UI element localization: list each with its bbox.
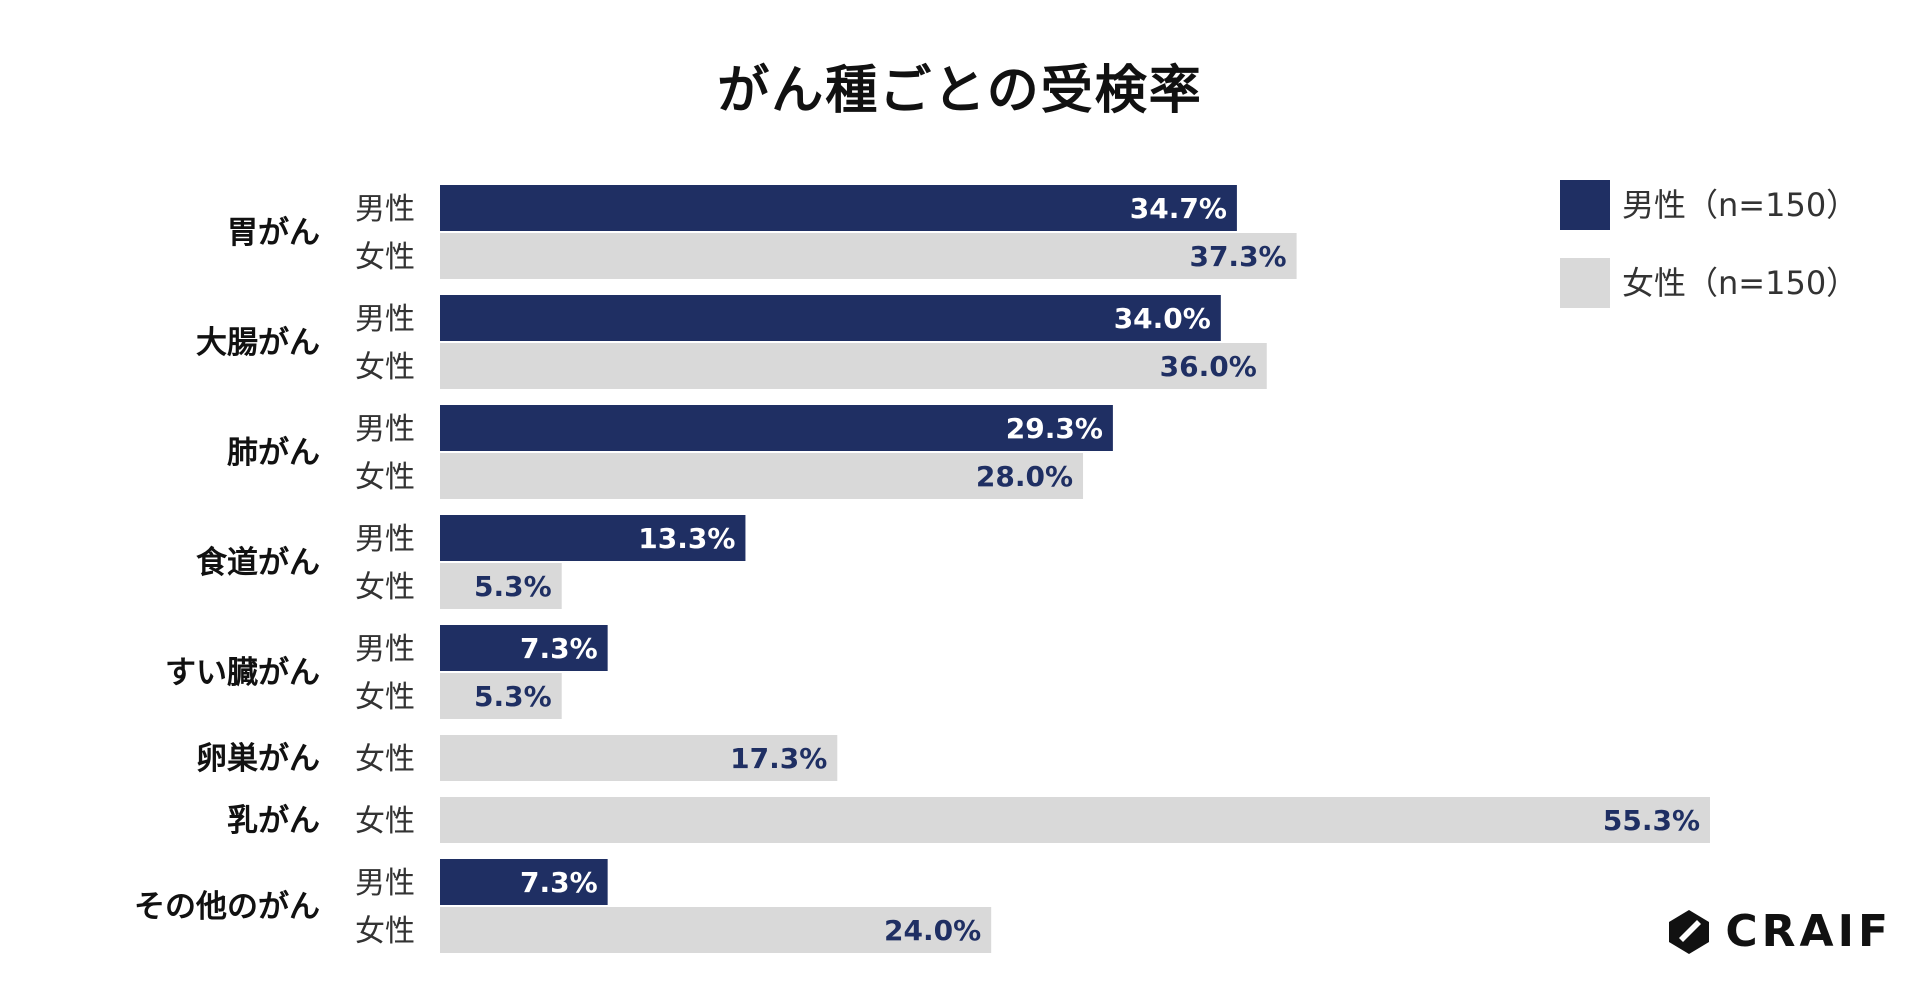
- bar-male: [440, 515, 746, 561]
- bar-male: [440, 405, 1113, 451]
- category-label: 大腸がん: [196, 325, 320, 361]
- series-label: 女性: [355, 350, 415, 385]
- series-label: 男性: [355, 412, 415, 447]
- series-label: 女性: [355, 804, 415, 839]
- bar-female: [440, 563, 562, 609]
- series-label: 男性: [355, 632, 415, 667]
- series-label: 女性: [355, 570, 415, 605]
- value-label: 37.3%: [1189, 240, 1286, 273]
- bar-male: [440, 295, 1221, 341]
- legend-label: 女性（n=150）: [1622, 264, 1858, 302]
- value-label: 24.0%: [884, 914, 981, 947]
- series-label: 女性: [355, 460, 415, 495]
- bar-male: [440, 859, 608, 905]
- bar-female: [440, 343, 1267, 389]
- series-label: 女性: [355, 680, 415, 715]
- value-label: 5.3%: [474, 570, 552, 603]
- value-label: 28.0%: [976, 460, 1073, 493]
- value-label: 34.7%: [1130, 192, 1227, 225]
- legend-swatch-female: [1560, 258, 1610, 308]
- series-label: 男性: [355, 192, 415, 227]
- category-label: 食道がん: [196, 545, 320, 581]
- value-label: 5.3%: [474, 680, 552, 713]
- series-label: 男性: [355, 866, 415, 901]
- series-label: 女性: [355, 914, 415, 949]
- value-label: 7.3%: [520, 632, 598, 665]
- bar-male: [440, 185, 1237, 231]
- series-label: 女性: [355, 240, 415, 275]
- category-label: すい臓がん: [165, 655, 320, 691]
- category-label: 乳がん: [227, 803, 320, 839]
- bar-female: [440, 797, 1710, 843]
- bar-male: [440, 625, 608, 671]
- logo-text: CRAIF: [1725, 906, 1892, 957]
- brand-logo: CRAIF: [1667, 906, 1892, 957]
- legend-label: 男性（n=150）: [1622, 186, 1858, 224]
- value-label: 36.0%: [1160, 350, 1257, 383]
- bar-female: [440, 907, 992, 953]
- category-label: その他のがん: [134, 889, 320, 925]
- bar-female: [440, 453, 1084, 499]
- series-label: 女性: [355, 742, 415, 777]
- value-label: 34.0%: [1114, 302, 1211, 335]
- value-label: 7.3%: [520, 866, 598, 899]
- craif-logo-icon: [1669, 909, 1710, 954]
- category-label: 肺がん: [227, 435, 320, 471]
- bar-female: [440, 673, 562, 719]
- series-label: 男性: [355, 522, 415, 557]
- value-label: 55.3%: [1603, 804, 1700, 837]
- value-label: 29.3%: [1006, 412, 1103, 445]
- category-label: 胃がん: [227, 215, 320, 251]
- bar-female: [440, 233, 1297, 279]
- bar-female: [440, 735, 838, 781]
- value-label: 13.3%: [638, 522, 735, 555]
- value-label: 17.3%: [730, 742, 827, 775]
- chart-title: がん種ごとの受検率: [717, 61, 1203, 121]
- series-label: 男性: [355, 302, 415, 337]
- legend-swatch-male: [1560, 180, 1610, 230]
- category-label: 卵巣がん: [196, 741, 320, 777]
